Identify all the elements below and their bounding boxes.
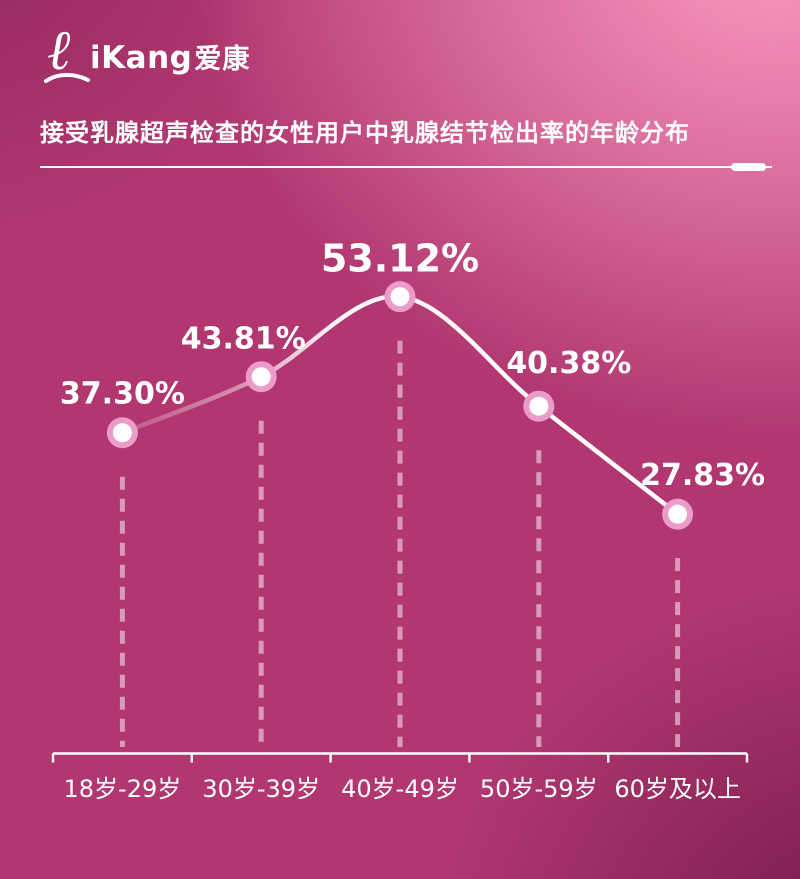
title-underline-cap [731,163,766,172]
pink-ribbon-icon: ℓ [44,22,90,83]
value-label: 37.30% [60,377,185,412]
marker-dot [529,396,549,416]
marker-dot [668,504,688,524]
title-underline-line [40,166,772,169]
category-label: 50岁-59岁 [480,775,598,803]
category-label: 18岁-29岁 [64,775,182,803]
title-block: 接受乳腺超声检查的女性用户中乳腺结节检出率的年龄分布 [40,118,772,172]
category-label: 60岁及以上 [614,775,741,803]
category-label: 30岁-39岁 [202,775,320,803]
category-label: 40岁-49岁 [341,775,459,803]
marker-dot [251,367,271,387]
brand-name-latin: iKang [90,40,193,76]
brand-name-cjk: 爱康 [194,44,251,75]
value-label: 40.38% [506,346,631,381]
ribbon-tail-icon [44,72,90,83]
value-label: 53.12% [321,237,479,281]
value-label: 43.81% [181,322,306,357]
marker-dot [390,287,410,307]
value-label: 27.83% [640,458,765,493]
title-underline [40,163,772,172]
ikang-logo: ℓ iKang 爱康 [44,22,251,83]
chart-title: 接受乳腺超声检查的女性用户中乳腺结节检出率的年龄分布 [40,119,690,147]
marker-dot [112,423,132,443]
